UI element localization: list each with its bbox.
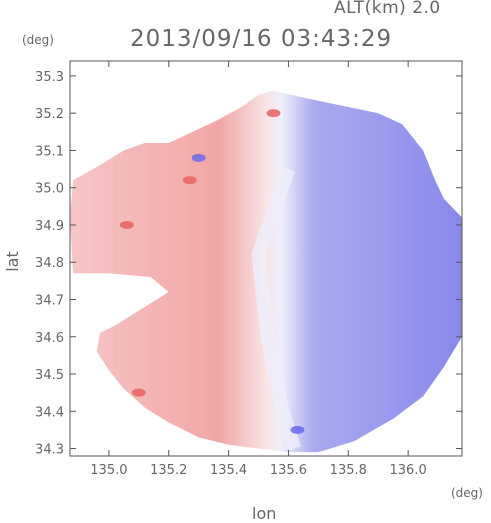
y-tick-label: 34.8: [35, 256, 64, 271]
x-axis-label: lon: [252, 504, 277, 523]
x-axis-unit: (deg): [451, 486, 483, 500]
x-tick-label: 135.6: [270, 463, 307, 478]
timestamp-title: 2013/09/16 03:43:29: [130, 26, 393, 52]
y-tick-label: 35.0: [35, 182, 64, 197]
x-tick-label: 135.8: [330, 463, 367, 478]
y-axis: 34.3 34.4 34.5 34.6 34.7 34.8 34.9 35.0 35.1 35.2…: [35, 70, 462, 458]
y-tick-label: 34.5: [35, 368, 64, 383]
x-tick-label: 135.4: [210, 463, 247, 478]
y-tick-label: 35.3: [35, 70, 64, 85]
y-axis-unit: (deg): [22, 33, 54, 47]
y-tick-label: 34.6: [35, 331, 64, 346]
y-tick-label: 34.7: [35, 293, 64, 308]
x-tick-label: 136.0: [390, 463, 427, 478]
echo-cell-positive_strong: [182, 176, 197, 185]
echo-cell-negative_strong: [191, 153, 206, 162]
y-tick-label: 34.4: [35, 405, 64, 420]
feature-layer: [119, 109, 305, 434]
doppler-field: [70, 90, 462, 453]
echo-cell-positive_strong: [131, 388, 146, 397]
y-tick-label: 35.2: [35, 107, 64, 122]
y-tick-label: 34.3: [35, 443, 64, 458]
plot-frame: [69, 60, 463, 457]
x-tick-label: 135.2: [150, 463, 187, 478]
echo-cell-positive_strong: [266, 109, 281, 118]
echo-cell-positive_strong: [119, 220, 134, 229]
x-tick-label: 135.0: [90, 463, 127, 478]
zero-velocity-band: [251, 166, 302, 451]
echo-cell-negative_strong: [290, 425, 305, 434]
y-tick-label: 35.1: [35, 144, 64, 159]
altitude-label: ALT(km) 2.0: [334, 0, 441, 18]
x-axis: 135.0 135.2 135.4 135.6 135.8 136.0: [90, 61, 427, 478]
y-tick-label: 34.9: [35, 219, 64, 234]
